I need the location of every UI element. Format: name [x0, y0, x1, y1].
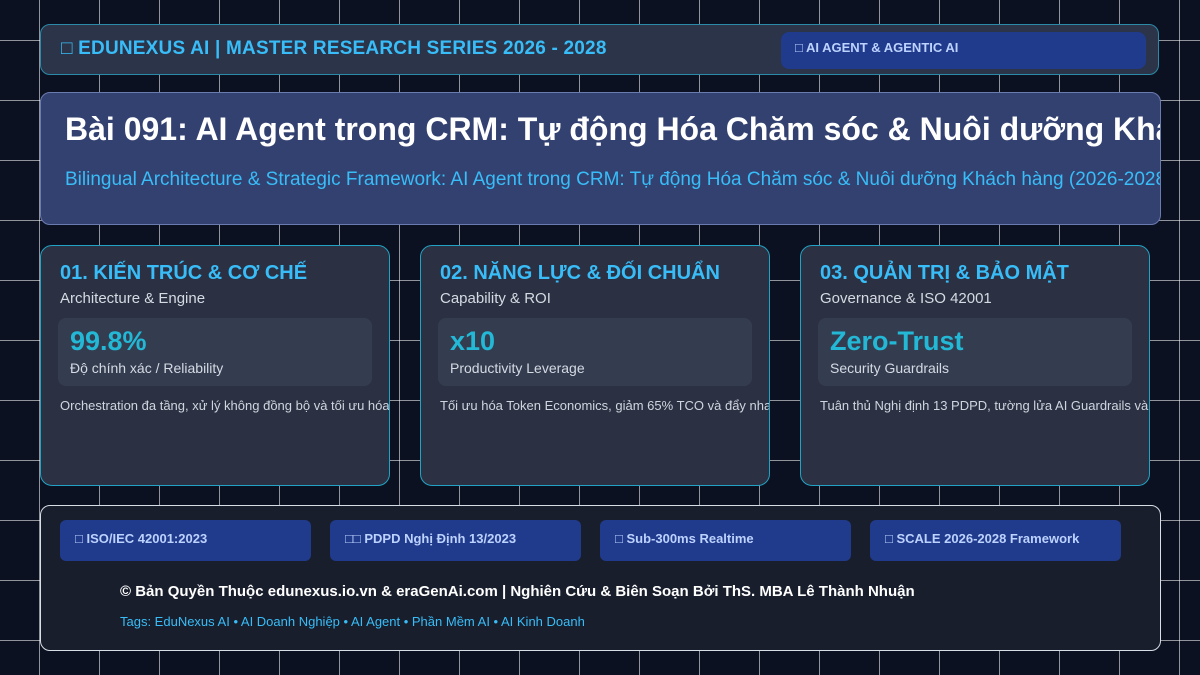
category-badge[interactable]: □ AI AGENT & AGENTIC AI: [781, 32, 1146, 69]
chip-label: PDPD Nghị Định 13/2023: [364, 531, 517, 546]
card-title: 01. KIẾN TRÚC & CƠ CHẾ: [60, 262, 308, 284]
tags-line[interactable]: Tags: EduNexus AI • AI Doanh Nghiệp • AI…: [120, 614, 585, 629]
chip-label: Sub-300ms Realtime: [626, 531, 754, 546]
page-title: Bài 091: AI Agent trong CRM: Tự động Hóa…: [65, 111, 1160, 147]
metric-value: Zero-Trust: [830, 326, 964, 356]
card-description: Tối ưu hóa Token Economics, giảm 65% TCO…: [440, 398, 769, 413]
footer-panel: □ ISO/IEC 42001:2023 □□ PDPD Nghị Định 1…: [40, 505, 1161, 651]
chip-realtime[interactable]: □ Sub-300ms Realtime: [600, 520, 851, 561]
lightning-icon: □: [615, 531, 623, 546]
card-subtitle: Governance & ISO 42001: [820, 290, 992, 307]
certificate-icon: □: [75, 531, 83, 546]
page-subtitle: Bilingual Architecture & Strategic Frame…: [65, 169, 1161, 190]
chip-scale[interactable]: □ SCALE 2026-2028 Framework: [870, 520, 1121, 561]
logo-icon: □: [61, 38, 73, 59]
copyright-text: © Bản Quyền Thuộc edunexus.io.vn & eraGe…: [120, 583, 915, 600]
card-description: Orchestration đa tầng, xử lý không đồng …: [60, 398, 390, 413]
chip-pdpd[interactable]: □□ PDPD Nghị Định 13/2023: [330, 520, 581, 561]
series-title-text: EDUNEXUS AI | MASTER RESEARCH SERIES 202…: [78, 38, 607, 59]
metric-label: Độ chính xác / Reliability: [70, 360, 224, 376]
card-subtitle: Capability & ROI: [440, 290, 551, 307]
category-badge-label: AI AGENT & AGENTIC AI: [806, 40, 959, 55]
card-subtitle: Architecture & Engine: [60, 290, 206, 307]
metric-value: 99.8%: [70, 326, 147, 356]
metric-value: x10: [450, 326, 496, 356]
robot-icon: □: [795, 40, 803, 55]
hero-panel: Bài 091: AI Agent trong CRM: Tự động Hóa…: [40, 92, 1161, 225]
series-title: □ EDUNEXUS AI | MASTER RESEARCH SERIES 2…: [61, 38, 607, 60]
card-capability: 02. NĂNG LỰC & ĐỐI CHUẨN Capability & RO…: [420, 245, 770, 486]
top-bar: □ EDUNEXUS AI | MASTER RESEARCH SERIES 2…: [40, 24, 1159, 75]
card-title: 02. NĂNG LỰC & ĐỐI CHUẨN: [440, 262, 720, 284]
chip-iso[interactable]: □ ISO/IEC 42001:2023: [60, 520, 311, 561]
card-governance: 03. QUẢN TRỊ & BẢO MẬT Governance & ISO …: [800, 245, 1150, 486]
metric-box: x10 Productivity Leverage: [438, 318, 752, 386]
card-description: Tuân thủ Nghị định 13 PDPD, tường lửa AI…: [820, 398, 1149, 413]
card-architecture: 01. KIẾN TRÚC & CƠ CHẾ Architecture & En…: [40, 245, 390, 486]
rocket-icon: □: [885, 531, 893, 546]
chip-label: SCALE 2026-2028 Framework: [896, 531, 1080, 546]
metric-box: Zero-Trust Security Guardrails: [818, 318, 1132, 386]
metric-label: Security Guardrails: [830, 360, 950, 376]
metric-label: Productivity Leverage: [450, 360, 585, 376]
chip-label: ISO/IEC 42001:2023: [86, 531, 208, 546]
metric-box: 99.8% Độ chính xác / Reliability: [58, 318, 372, 386]
card-title: 03. QUẢN TRỊ & BẢO MẬT: [820, 262, 1069, 284]
shield-icon: □□: [345, 531, 361, 546]
